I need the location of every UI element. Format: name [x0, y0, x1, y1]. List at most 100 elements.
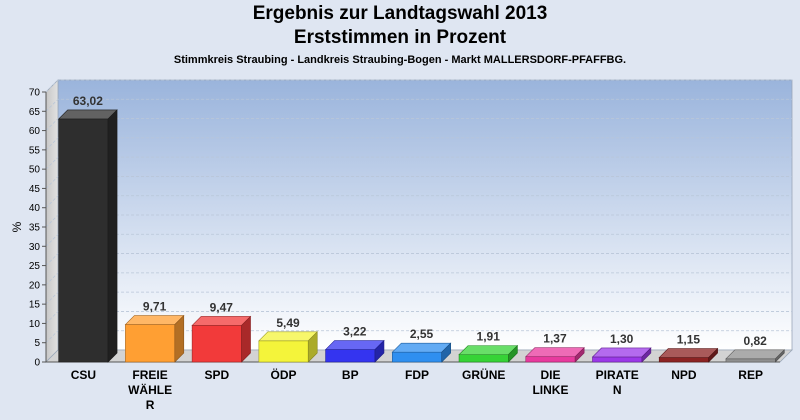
x-tick-label: FDP: [405, 368, 429, 382]
x-tick-label: CSU: [71, 368, 96, 382]
plot-side-wall: [45, 79, 59, 363]
x-tick-label: GRÜNE: [462, 367, 505, 382]
gridlines: [45, 79, 792, 343]
data-label: 63,02: [73, 94, 103, 108]
gridline: [45, 214, 792, 228]
bar-side: [107, 109, 118, 363]
gridline: [45, 137, 792, 151]
bar-top: [57, 109, 118, 120]
x-tick-label-line: GRÜNE: [462, 367, 505, 382]
bar-side: [708, 347, 718, 363]
bar-top: [124, 315, 185, 325]
bar-side: [174, 314, 185, 363]
x-tick-label-line: WÄHLE: [128, 382, 172, 397]
bar-side: [775, 349, 785, 363]
data-label: 2,55: [410, 327, 434, 341]
x-axis-labels: CSU FREIE WÄHLE R SPD ÖDP BP FDP GRÜNE DIE LINKE PI…: [71, 367, 763, 412]
bar-top: [658, 348, 719, 358]
y-tick-label: 60: [29, 126, 41, 137]
chart-subsubtitle: Stimmkreis Straubing - Landkreis Straubi…: [173, 54, 627, 66]
bar-front: [392, 351, 442, 363]
gridline: [45, 330, 792, 343]
bar-grüne: 1,91: [458, 330, 519, 363]
bar-front: [58, 118, 109, 363]
y-tick-label: 15: [29, 300, 41, 311]
gridline: [45, 253, 792, 266]
x-tick-label-line: LINKE: [532, 383, 568, 397]
bar-side: [241, 315, 251, 363]
x-tick-label: NPD: [671, 368, 697, 382]
x-tick-label: FREIE WÄHLE R: [128, 368, 172, 412]
bar-side: [641, 347, 652, 363]
gridline: [45, 311, 792, 324]
y-tick-label: 55: [29, 145, 41, 156]
data-label: 1,37: [543, 332, 567, 346]
x-tick-label: REP: [738, 368, 763, 382]
gridline: [45, 156, 792, 170]
chart-subtitle: Erststimmen in Prozent: [293, 27, 507, 48]
gridline: [45, 291, 792, 305]
data-label: 0,82: [743, 334, 767, 348]
chart-title: Ergebnis zur Landtagswahl 2013: [252, 3, 548, 24]
bar-top: [725, 349, 786, 360]
bar-top: [324, 340, 385, 350]
bar-side: [574, 346, 585, 363]
bar-front: [191, 325, 242, 363]
gridline: [45, 233, 792, 247]
y-tick-label: 10: [29, 319, 41, 330]
bar-front: [525, 356, 576, 363]
y-tick-label: 70: [29, 88, 41, 99]
bar-side: [374, 339, 385, 363]
gridline: [45, 176, 792, 189]
data-label: 3,22: [343, 325, 367, 339]
bars: 63,02 9,71 9,47 5,49 3,22 2,55 1,91 1,37 1,30 1,1…: [57, 94, 786, 363]
x-tick-label: BP: [342, 368, 359, 382]
bar-top: [591, 347, 652, 358]
bar-spd: 9,47: [191, 300, 252, 363]
bar-npd: 1,15: [658, 333, 719, 363]
x-tick-label: SPD: [204, 368, 229, 382]
x-tick-label-line: N: [613, 383, 622, 397]
y-tick-label: 25: [29, 261, 41, 272]
bar-side: [307, 331, 318, 363]
bar-piraten: 1,30: [591, 332, 652, 363]
y-tick-label: 45: [29, 184, 41, 195]
x-tick-label-line: BP: [342, 368, 359, 382]
x-tick-label-line: FREIE: [132, 368, 167, 382]
gridline: [45, 79, 792, 93]
y-tick-label: 50: [29, 165, 41, 176]
y-tick-label: 20: [29, 280, 41, 291]
bar-front: [125, 324, 176, 363]
y-tick-label: 35: [29, 223, 41, 234]
bar-rep: 0,82: [725, 334, 786, 363]
y-axis: 0 5 10 15 20 25 30 35 40 45 50 55 60 65 70%: [10, 88, 47, 369]
data-label: 5,49: [276, 316, 300, 330]
bar-dielinke: 1,37: [525, 332, 585, 363]
gridline: [45, 272, 792, 286]
bar-top: [191, 316, 252, 326]
y-axis-label: %: [10, 221, 24, 232]
x-tick-label-line: FDP: [405, 368, 429, 382]
x-tick-label-line: REP: [738, 368, 763, 382]
gridline: [45, 118, 792, 131]
y-tick-label: 0: [34, 358, 40, 369]
data-label: 1,30: [610, 332, 634, 346]
x-tick-label-line: SPD: [204, 368, 229, 382]
y-tick-label: 40: [29, 203, 41, 214]
bar-top: [525, 347, 585, 358]
x-tick-label-line: PIRATE: [596, 368, 639, 382]
bar-front: [258, 340, 309, 363]
x-tick-label: PIRATE N: [596, 368, 639, 397]
x-tick-label-line: NPD: [671, 368, 697, 382]
x-tick-label: ÖDP: [271, 367, 297, 382]
bar-freiewähler: 9,71: [124, 300, 185, 363]
x-tick-label-line: CSU: [71, 368, 96, 382]
bar-top: [458, 345, 519, 355]
data-label: 9,71: [143, 300, 167, 314]
bar-front: [725, 358, 776, 363]
data-label: 9,47: [210, 300, 234, 314]
bar-side: [508, 344, 518, 363]
bar-fdp: 2,55: [391, 327, 452, 363]
data-label: 1,15: [677, 333, 701, 347]
